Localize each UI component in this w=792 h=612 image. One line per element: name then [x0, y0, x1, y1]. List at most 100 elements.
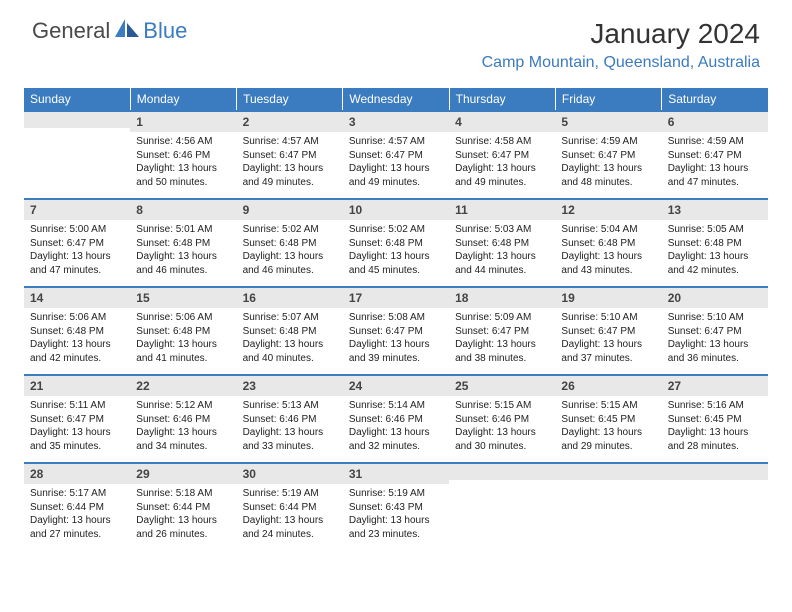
- day-details: Sunrise: 5:15 AMSunset: 6:45 PMDaylight:…: [555, 396, 661, 459]
- day-details: Sunrise: 4:57 AMSunset: 6:47 PMDaylight:…: [237, 132, 343, 195]
- day-details: Sunrise: 5:06 AMSunset: 6:48 PMDaylight:…: [130, 308, 236, 371]
- day-number: 10: [343, 198, 449, 220]
- day-number: 7: [24, 198, 130, 220]
- calendar-cell: 9Sunrise: 5:02 AMSunset: 6:48 PMDaylight…: [237, 198, 343, 286]
- day-number: 14: [24, 286, 130, 308]
- day-number: 15: [130, 286, 236, 308]
- day-number: 29: [130, 462, 236, 484]
- day-number: 6: [662, 110, 768, 132]
- day-number: 20: [662, 286, 768, 308]
- weekday-header: Friday: [555, 88, 661, 110]
- day-number: 24: [343, 374, 449, 396]
- calendar-cell: 25Sunrise: 5:15 AMSunset: 6:46 PMDayligh…: [449, 374, 555, 462]
- day-number: 1: [130, 110, 236, 132]
- weekday-header: Wednesday: [343, 88, 449, 110]
- day-details: Sunrise: 5:13 AMSunset: 6:46 PMDaylight:…: [237, 396, 343, 459]
- calendar-cell: 2Sunrise: 4:57 AMSunset: 6:47 PMDaylight…: [237, 110, 343, 198]
- day-number: 4: [449, 110, 555, 132]
- day-details: Sunrise: 4:59 AMSunset: 6:47 PMDaylight:…: [555, 132, 661, 195]
- calendar-cell: 4Sunrise: 4:58 AMSunset: 6:47 PMDaylight…: [449, 110, 555, 198]
- calendar-table: SundayMondayTuesdayWednesdayThursdayFrid…: [24, 88, 768, 550]
- day-number: 5: [555, 110, 661, 132]
- day-number: 2: [237, 110, 343, 132]
- calendar-cell: 12Sunrise: 5:04 AMSunset: 6:48 PMDayligh…: [555, 198, 661, 286]
- day-details: Sunrise: 4:56 AMSunset: 6:46 PMDaylight:…: [130, 132, 236, 195]
- day-number: 21: [24, 374, 130, 396]
- calendar-cell: 5Sunrise: 4:59 AMSunset: 6:47 PMDaylight…: [555, 110, 661, 198]
- day-number: 11: [449, 198, 555, 220]
- empty-day: [555, 462, 661, 480]
- calendar-week-row: 7Sunrise: 5:00 AMSunset: 6:47 PMDaylight…: [24, 198, 768, 286]
- calendar-cell: 11Sunrise: 5:03 AMSunset: 6:48 PMDayligh…: [449, 198, 555, 286]
- calendar-cell: 8Sunrise: 5:01 AMSunset: 6:48 PMDaylight…: [130, 198, 236, 286]
- calendar-week-row: 14Sunrise: 5:06 AMSunset: 6:48 PMDayligh…: [24, 286, 768, 374]
- day-number: 26: [555, 374, 661, 396]
- day-number: 9: [237, 198, 343, 220]
- calendar-cell: 1Sunrise: 4:56 AMSunset: 6:46 PMDaylight…: [130, 110, 236, 198]
- brand-logo: General Blue: [32, 18, 187, 44]
- calendar-body: 1Sunrise: 4:56 AMSunset: 6:46 PMDaylight…: [24, 110, 768, 550]
- location: Camp Mountain, Queensland, Australia: [482, 54, 760, 72]
- day-details: Sunrise: 5:08 AMSunset: 6:47 PMDaylight:…: [343, 308, 449, 371]
- calendar-cell: 24Sunrise: 5:14 AMSunset: 6:46 PMDayligh…: [343, 374, 449, 462]
- day-details: Sunrise: 4:59 AMSunset: 6:47 PMDaylight:…: [662, 132, 768, 195]
- day-number: 22: [130, 374, 236, 396]
- calendar-cell: 31Sunrise: 5:19 AMSunset: 6:43 PMDayligh…: [343, 462, 449, 550]
- calendar-cell: 13Sunrise: 5:05 AMSunset: 6:48 PMDayligh…: [662, 198, 768, 286]
- weekday-row: SundayMondayTuesdayWednesdayThursdayFrid…: [24, 88, 768, 110]
- day-details: Sunrise: 5:10 AMSunset: 6:47 PMDaylight:…: [555, 308, 661, 371]
- day-details: Sunrise: 4:58 AMSunset: 6:47 PMDaylight:…: [449, 132, 555, 195]
- day-details: Sunrise: 5:00 AMSunset: 6:47 PMDaylight:…: [24, 220, 130, 283]
- brand-text-1: General: [32, 18, 110, 44]
- day-details: Sunrise: 5:16 AMSunset: 6:45 PMDaylight:…: [662, 396, 768, 459]
- day-details: Sunrise: 5:05 AMSunset: 6:48 PMDaylight:…: [662, 220, 768, 283]
- weekday-header: Sunday: [24, 88, 130, 110]
- calendar-cell: 26Sunrise: 5:15 AMSunset: 6:45 PMDayligh…: [555, 374, 661, 462]
- calendar-head: SundayMondayTuesdayWednesdayThursdayFrid…: [24, 88, 768, 110]
- day-details: Sunrise: 5:11 AMSunset: 6:47 PMDaylight:…: [24, 396, 130, 459]
- sail-icon: [115, 19, 141, 44]
- empty-day: [662, 462, 768, 480]
- calendar-cell: 17Sunrise: 5:08 AMSunset: 6:47 PMDayligh…: [343, 286, 449, 374]
- day-number: 19: [555, 286, 661, 308]
- calendar-cell: 27Sunrise: 5:16 AMSunset: 6:45 PMDayligh…: [662, 374, 768, 462]
- day-details: Sunrise: 5:09 AMSunset: 6:47 PMDaylight:…: [449, 308, 555, 371]
- calendar-cell: 7Sunrise: 5:00 AMSunset: 6:47 PMDaylight…: [24, 198, 130, 286]
- day-details: Sunrise: 5:12 AMSunset: 6:46 PMDaylight:…: [130, 396, 236, 459]
- day-details: Sunrise: 5:07 AMSunset: 6:48 PMDaylight:…: [237, 308, 343, 371]
- empty-day: [24, 110, 130, 128]
- month-year: January 2024: [482, 18, 760, 50]
- day-number: 8: [130, 198, 236, 220]
- day-details: Sunrise: 5:14 AMSunset: 6:46 PMDaylight:…: [343, 396, 449, 459]
- calendar-cell: 14Sunrise: 5:06 AMSunset: 6:48 PMDayligh…: [24, 286, 130, 374]
- day-details: Sunrise: 5:01 AMSunset: 6:48 PMDaylight:…: [130, 220, 236, 283]
- calendar-week-row: 21Sunrise: 5:11 AMSunset: 6:47 PMDayligh…: [24, 374, 768, 462]
- day-number: 30: [237, 462, 343, 484]
- day-number: 31: [343, 462, 449, 484]
- day-number: 25: [449, 374, 555, 396]
- day-details: Sunrise: 5:19 AMSunset: 6:43 PMDaylight:…: [343, 484, 449, 547]
- calendar-cell: 28Sunrise: 5:17 AMSunset: 6:44 PMDayligh…: [24, 462, 130, 550]
- day-number: 16: [237, 286, 343, 308]
- day-details: Sunrise: 5:10 AMSunset: 6:47 PMDaylight:…: [662, 308, 768, 371]
- weekday-header: Tuesday: [237, 88, 343, 110]
- title-block: January 2024 Camp Mountain, Queensland, …: [482, 18, 760, 72]
- day-details: Sunrise: 5:18 AMSunset: 6:44 PMDaylight:…: [130, 484, 236, 547]
- day-number: 13: [662, 198, 768, 220]
- day-details: Sunrise: 5:03 AMSunset: 6:48 PMDaylight:…: [449, 220, 555, 283]
- calendar-cell: 10Sunrise: 5:02 AMSunset: 6:48 PMDayligh…: [343, 198, 449, 286]
- day-number: 3: [343, 110, 449, 132]
- day-details: Sunrise: 5:15 AMSunset: 6:46 PMDaylight:…: [449, 396, 555, 459]
- day-details: Sunrise: 4:57 AMSunset: 6:47 PMDaylight:…: [343, 132, 449, 195]
- day-details: Sunrise: 5:02 AMSunset: 6:48 PMDaylight:…: [237, 220, 343, 283]
- calendar-cell: 15Sunrise: 5:06 AMSunset: 6:48 PMDayligh…: [130, 286, 236, 374]
- calendar-week-row: 28Sunrise: 5:17 AMSunset: 6:44 PMDayligh…: [24, 462, 768, 550]
- calendar-cell: [24, 110, 130, 198]
- day-number: 12: [555, 198, 661, 220]
- calendar-cell: 18Sunrise: 5:09 AMSunset: 6:47 PMDayligh…: [449, 286, 555, 374]
- calendar-cell: [555, 462, 661, 550]
- calendar-cell: 30Sunrise: 5:19 AMSunset: 6:44 PMDayligh…: [237, 462, 343, 550]
- day-number: 28: [24, 462, 130, 484]
- calendar-cell: 21Sunrise: 5:11 AMSunset: 6:47 PMDayligh…: [24, 374, 130, 462]
- calendar-cell: [662, 462, 768, 550]
